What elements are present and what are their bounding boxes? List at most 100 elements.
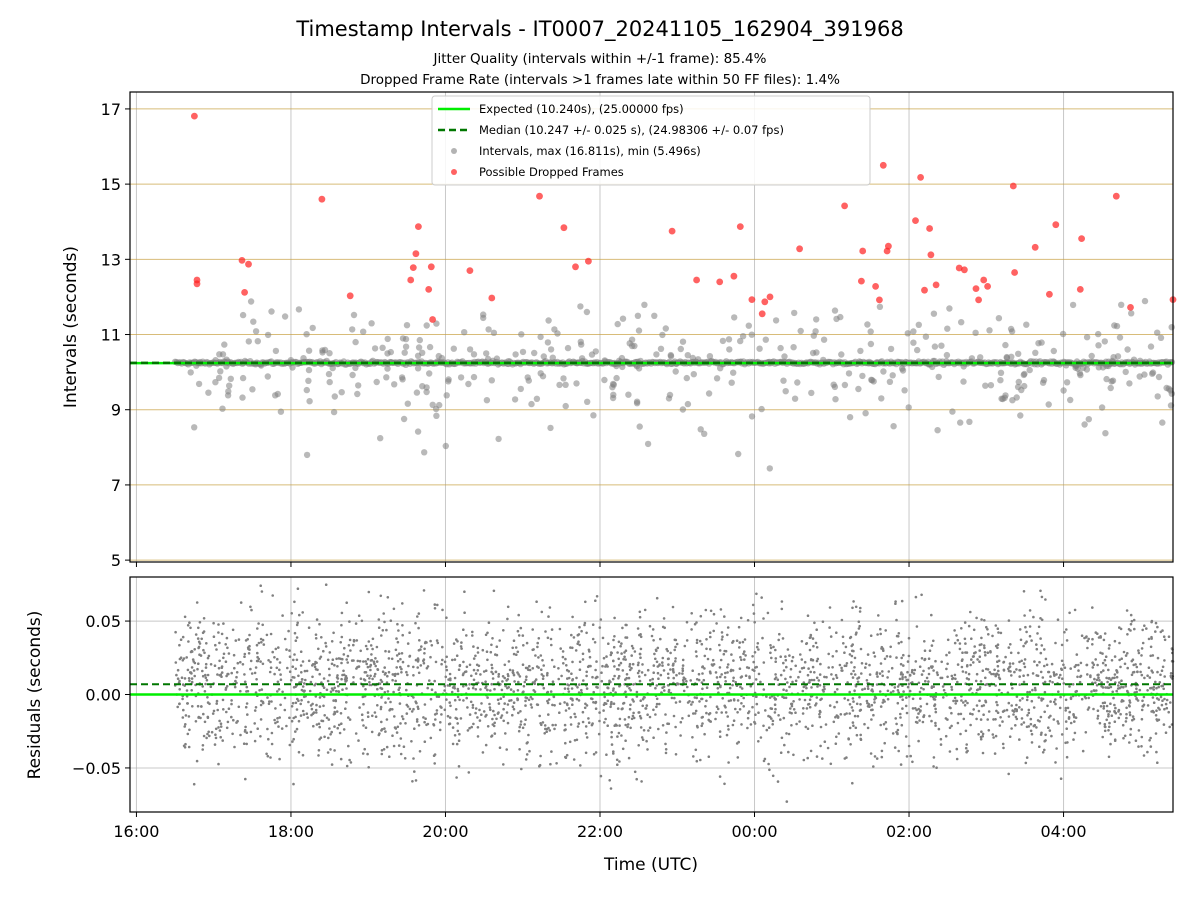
residual-point-2742 xyxy=(724,672,727,675)
residual-point-2707 xyxy=(854,657,857,660)
residual-point-2402 xyxy=(793,708,796,711)
residual-point-2633 xyxy=(914,707,917,710)
residual-point-3198 xyxy=(249,668,252,671)
residual-point-2974 xyxy=(1107,713,1110,716)
dropped-point-0 xyxy=(191,113,198,120)
residual-point-2898 xyxy=(1167,711,1170,714)
residual-point-394 xyxy=(1039,637,1042,640)
residual-point-1030 xyxy=(345,701,348,704)
residual-point-1613 xyxy=(870,752,873,755)
residual-point-2704 xyxy=(736,711,739,714)
residual-point-2895 xyxy=(933,756,936,759)
residual-point-2076 xyxy=(813,622,816,625)
residual-point-1581 xyxy=(423,721,426,724)
residual-point-2131 xyxy=(917,712,920,715)
residual-point-1165 xyxy=(445,665,448,668)
interval-point-1050 xyxy=(416,344,422,350)
residual-point-2325 xyxy=(580,689,583,692)
residual-point-1577 xyxy=(575,649,578,652)
residual-point-1518 xyxy=(517,614,520,617)
residual-point-1960 xyxy=(1073,720,1076,723)
residual-point-3052 xyxy=(923,640,926,643)
residual-point-231 xyxy=(533,683,536,686)
residual-point-2360 xyxy=(189,627,192,630)
residual-point-449 xyxy=(197,627,200,630)
interval-point-1163 xyxy=(384,350,390,356)
residual-point-1010 xyxy=(988,729,991,732)
residual-point-2403 xyxy=(218,720,221,723)
residual-point-3080 xyxy=(302,690,305,693)
residual-point-1473 xyxy=(1032,672,1035,675)
residual-point-2366 xyxy=(374,665,377,668)
residual-point-106 xyxy=(325,583,328,586)
residual-point-2550 xyxy=(191,705,194,708)
residual-point-1069 xyxy=(637,662,640,665)
residual-point-1190 xyxy=(883,723,886,726)
residual-point-2030 xyxy=(513,639,516,642)
residual-point-571 xyxy=(859,734,862,737)
residual-point-429 xyxy=(835,631,838,634)
residual-point-2100 xyxy=(965,751,968,754)
residual-point-2281 xyxy=(1161,629,1164,632)
residual-point-937 xyxy=(1059,696,1062,699)
interval-point-1036 xyxy=(717,365,723,371)
residual-point-2023 xyxy=(795,723,798,726)
dropped-point-17 xyxy=(536,193,543,200)
residual-point-2136 xyxy=(816,685,819,688)
residual-point-86 xyxy=(897,750,900,753)
dropped-point-43 xyxy=(928,251,935,258)
interval-point-1166 xyxy=(729,380,735,386)
residual-point-736 xyxy=(852,724,855,727)
residual-point-2576 xyxy=(386,675,389,678)
residual-point-1397 xyxy=(1150,745,1153,748)
residual-point-312 xyxy=(177,669,180,672)
residual-point-1358 xyxy=(649,726,652,729)
residual-point-309 xyxy=(756,646,759,649)
residual-point-2561 xyxy=(1053,701,1056,704)
residual-point-711 xyxy=(244,653,247,656)
residual-point-1336 xyxy=(271,594,274,597)
residual-point-14 xyxy=(349,639,352,642)
residual-point-1317 xyxy=(194,662,197,665)
interval-point-887 xyxy=(673,368,679,374)
residual-point-2763 xyxy=(971,713,974,716)
residual-point-2502 xyxy=(1129,733,1132,736)
residual-point-2800 xyxy=(1104,632,1107,635)
residual-point-1668 xyxy=(816,696,819,699)
residual-point-95 xyxy=(625,696,628,699)
residual-point-2554 xyxy=(891,667,894,670)
residual-point-120 xyxy=(664,713,667,716)
bottom-y-tick-label-1: 0.00 xyxy=(85,686,121,705)
residual-point-1787 xyxy=(504,664,507,667)
residual-point-1048 xyxy=(860,648,863,651)
residual-point-332 xyxy=(462,699,465,702)
residual-point-3023 xyxy=(368,591,371,594)
residual-point-643 xyxy=(682,664,685,667)
residual-point-2315 xyxy=(672,677,675,680)
residual-point-2056 xyxy=(495,671,498,674)
residual-point-2105 xyxy=(1015,710,1018,713)
residual-point-2369 xyxy=(1156,671,1159,674)
residual-point-1385 xyxy=(850,673,853,676)
residual-point-795 xyxy=(340,678,343,681)
residual-point-41 xyxy=(573,713,576,716)
residual-point-2569 xyxy=(888,670,891,673)
residual-point-1503 xyxy=(600,618,603,621)
residual-point-2235 xyxy=(852,676,855,679)
residual-point-2757 xyxy=(750,723,753,726)
interval-point-776 xyxy=(637,423,643,429)
residual-point-1903 xyxy=(802,690,805,693)
residual-point-295 xyxy=(472,704,475,707)
residual-point-863 xyxy=(1163,659,1166,662)
residual-point-2878 xyxy=(599,626,602,629)
residual-point-279 xyxy=(600,775,603,778)
residual-point-224 xyxy=(311,676,314,679)
residual-point-3195 xyxy=(346,661,349,664)
residual-point-2155 xyxy=(886,655,889,658)
residual-point-2780 xyxy=(901,600,904,603)
interval-point-778 xyxy=(573,380,579,386)
residual-point-376 xyxy=(695,655,698,658)
residual-point-2306 xyxy=(370,653,373,656)
dropped-point-52 xyxy=(1011,269,1018,276)
